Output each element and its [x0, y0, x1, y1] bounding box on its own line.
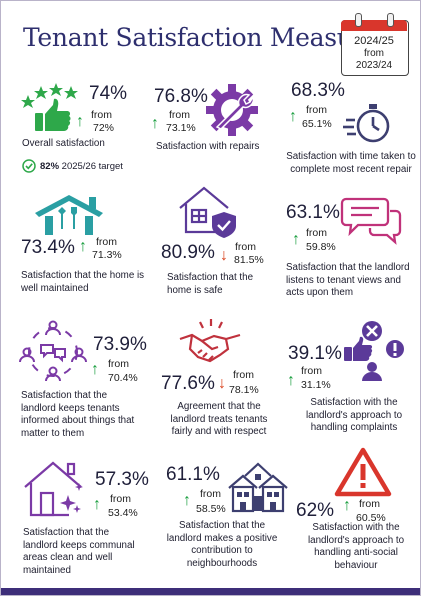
complaints-icon: [344, 321, 404, 381]
stopwatch-icon: [343, 104, 390, 143]
measure-4-prev: 71.3%: [92, 249, 122, 261]
period-from-label: from: [364, 48, 384, 59]
bottom-border-bar: [1, 588, 420, 595]
target-value: 82%: [40, 161, 60, 172]
measure-1-from-label: from: [91, 109, 112, 121]
measure-10-value: 57.3%: [95, 469, 149, 490]
arrow-down-icon: ↓: [218, 375, 226, 392]
measure-11-from-label: from: [200, 488, 221, 500]
handshake-icon: [179, 319, 241, 363]
thumbs-up-stars-icon: [21, 83, 78, 131]
arrow-up-icon: ↑: [183, 492, 191, 509]
measure-10-from-label: from: [110, 493, 131, 505]
arrow-up-icon: ↑: [79, 238, 87, 255]
measure-10-desc: Satisfaction that the landlord keeps com…: [23, 527, 135, 576]
measure-8-desc: Agreement that the landlord treats tenan…: [170, 401, 268, 437]
measure-8-prev: 78.1%: [229, 384, 259, 396]
measure-4-desc: Satisfaction that the home is well maint…: [21, 270, 145, 294]
clean-house-icon: [24, 461, 83, 517]
measure-9-prev: 31.1%: [301, 379, 331, 391]
neighbourhood-houses-icon: [228, 462, 288, 513]
measure-9-value: 39.1%: [288, 343, 342, 364]
measure-8-value: 77.6%: [161, 373, 215, 394]
measure-6-desc: Satisfaction that the landlord listens t…: [286, 262, 410, 298]
measure-6-from-label: from: [306, 227, 327, 239]
measure-10-prev: 53.4%: [108, 507, 138, 519]
measure-2-from-label: from: [169, 109, 190, 121]
measure-12-value: 62%: [296, 500, 335, 521]
arrow-up-icon: ↑: [93, 496, 101, 513]
arrow-up-icon: ↑: [292, 231, 300, 248]
measure-4-value: 73.4%: [21, 237, 75, 258]
warning-triangle-icon: [334, 447, 392, 497]
measure-2-desc: Satisfaction with repairs: [156, 141, 260, 152]
measure-5-from-label: from: [235, 241, 256, 253]
measure-12-from-label: from: [359, 498, 380, 510]
measure-5-value: 80.9%: [161, 242, 215, 263]
measure-1-prev: 72%: [93, 122, 115, 134]
arrow-up-icon: ↑: [76, 113, 84, 130]
arrow-up-icon: ↑: [289, 108, 297, 125]
house-shield-icon: [179, 186, 236, 238]
measure-12-desc: Satisfaction with the landlord's approac…: [307, 522, 405, 571]
period-year: 2024/25: [354, 35, 394, 47]
arrow-up-icon: ↑: [91, 361, 99, 378]
measure-8-from-label: from: [233, 369, 254, 381]
measure-7-value: 73.9%: [93, 334, 147, 355]
calendar-icon: 2024/25 from 2023/24: [341, 10, 409, 76]
measure-7-from-label: from: [108, 358, 129, 370]
measure-11-value: 61.1%: [166, 464, 220, 485]
measure-11-desc: Satisfaction that the landlord makes a p…: [166, 520, 278, 569]
wrench-gear-icon: [206, 84, 258, 136]
measure-5-prev: 81.5%: [234, 254, 264, 266]
measure-2-value: 76.8%: [154, 86, 208, 107]
measure-4-from-label: from: [96, 236, 117, 248]
measure-7-prev: 70.4%: [108, 372, 138, 384]
measure-7-desc: Satisfaction that the landlord keeps ten…: [21, 390, 135, 439]
measure-3-prev: 65.1%: [302, 118, 332, 130]
measure-2-prev: 73.1%: [166, 122, 196, 134]
measure-5-desc: Satisfaction that the home is safe: [167, 272, 254, 296]
check-circle-icon: [22, 159, 36, 173]
measure-9-from-label: from: [301, 365, 322, 377]
measure-6-prev: 59.8%: [306, 241, 336, 253]
measure-1-desc: Overall satisfaction: [22, 138, 105, 149]
measure-11-prev: 58.5%: [196, 503, 226, 515]
period-prev-year: 2023/24: [355, 60, 393, 71]
arrow-down-icon: ↓: [220, 247, 228, 264]
arrow-up-icon: ↑: [343, 497, 351, 514]
measure-12-prev: 60.5%: [356, 512, 386, 524]
house-tools-icon: [35, 195, 103, 235]
page-title: Tenant Satisfaction Measures: [23, 23, 392, 52]
measure-3-value: 68.3%: [291, 80, 345, 101]
measure-1-value: 74%: [89, 83, 128, 104]
measure-3-desc: Satisfaction with time taken to complete…: [286, 151, 416, 175]
speech-bubbles-icon: [340, 197, 402, 245]
people-network-icon: [19, 320, 87, 382]
measure-9-desc: Satisfaction with the landlord's approac…: [305, 397, 403, 433]
arrow-up-icon: ↑: [151, 115, 159, 132]
measure-3-from-label: from: [306, 104, 327, 116]
arrow-up-icon: ↑: [287, 372, 295, 389]
target-note: 82% 2025/26 target: [40, 161, 123, 172]
measure-6-value: 63.1%: [286, 202, 340, 223]
target-label: 2025/26 target: [61, 161, 123, 172]
